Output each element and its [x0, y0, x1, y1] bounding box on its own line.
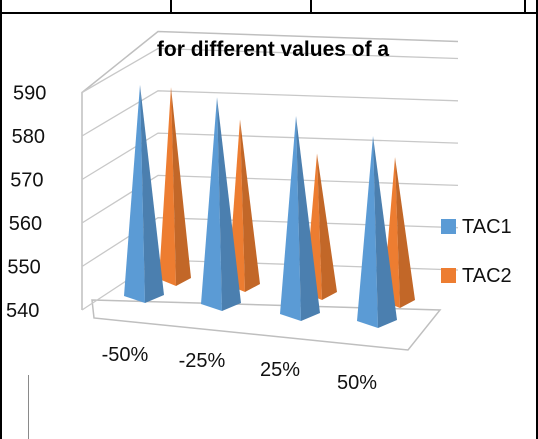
table-cell-divider: [310, 0, 312, 14]
y-tick-label: 560: [9, 213, 42, 235]
cell-divider: [28, 375, 29, 439]
y-axis-ticks: 540 550 560 570 580 590: [6, 83, 46, 323]
chart-floor: [91, 299, 442, 351]
legend-swatch-tac2: [441, 268, 456, 283]
legend-label-tac1: TAC1: [462, 216, 512, 238]
chart-wall-outline: [81, 30, 459, 310]
gridline: [81, 217, 459, 268]
legend-swatch-tac1: [441, 219, 456, 234]
tac1-pyramid-side: [373, 136, 397, 328]
tac1-pyramid-face: [357, 136, 378, 328]
tac1-pyramid-face: [124, 84, 145, 304]
gridline: [81, 90, 459, 137]
x-axis-ticks: -50% -25% 25% 50%: [102, 344, 378, 394]
chart-marks: [124, 84, 415, 328]
x-tick-label: 50%: [337, 372, 377, 394]
y-tick-label: 590: [13, 83, 46, 105]
tac2-pyramid-side: [395, 157, 415, 308]
legend: TAC1 TAC2: [441, 216, 512, 287]
tac2-pyramid-face: [159, 87, 176, 286]
legend-label-tac2: TAC2: [462, 265, 512, 287]
gridline: [81, 47, 459, 94]
y-tick-label: 580: [12, 126, 45, 148]
x-tick-label: -50%: [102, 344, 149, 366]
tac1-pyramid-face: [201, 97, 222, 311]
tac2-pyramid-side: [240, 119, 260, 292]
x-tick-label: -25%: [179, 350, 226, 372]
chart-walls: [81, 30, 459, 351]
tac2-pyramid-side: [317, 153, 337, 300]
tac1-pyramid-side: [296, 115, 320, 321]
table-cell-divider: [524, 0, 526, 14]
gridlines: [81, 47, 459, 311]
table-rule: [0, 12, 538, 14]
gridline: [81, 132, 459, 181]
tac1-pyramid-side: [217, 97, 241, 311]
y-tick-label: 550: [7, 257, 40, 279]
tac1-pyramid-side: [140, 84, 164, 304]
tac2-pyramid-side: [171, 87, 191, 286]
gridline: [81, 174, 459, 224]
x-tick-label: 25%: [260, 359, 300, 381]
y-tick-label: 540: [6, 300, 39, 322]
y-tick-label: 570: [10, 170, 43, 192]
table-cell-divider: [170, 0, 172, 14]
tac1-pyramid-face: [280, 115, 301, 321]
chart-title: for different values of a: [157, 38, 390, 61]
